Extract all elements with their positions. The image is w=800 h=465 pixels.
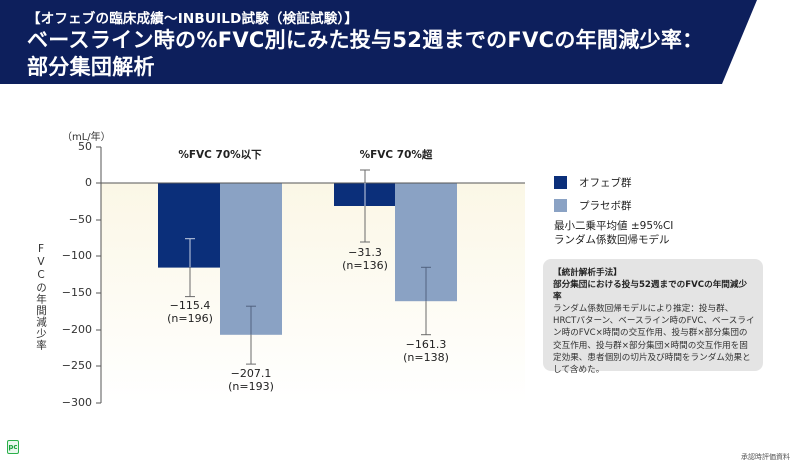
legend-item-nintedanib: オフェブ群 [554, 172, 632, 192]
method-subtitle: 部分集団における投与52週までのFVCの年間減少率 [553, 280, 748, 303]
y-tick-label: 0 [85, 176, 92, 189]
legend-label: オフェブ群 [579, 176, 632, 189]
y-tick-label: 50 [78, 140, 92, 153]
value-text: −115.4 [169, 299, 211, 312]
n-text: (n=193) [228, 380, 274, 393]
y-tick-label: −250 [61, 359, 92, 372]
value-label-placebo-le70: −207.1 (n=193) [216, 367, 286, 393]
group-label-gt70: %FVC 70%超 [359, 149, 433, 161]
method-title: 【統計解析手法】 [553, 268, 622, 278]
value-text: −207.1 [230, 367, 272, 380]
page-title: ベースライン時の%FVC別にみた投与52週までのFVCの年間減少率： 部分集団解… [27, 27, 703, 81]
y-tick-label: −150 [61, 286, 92, 299]
legend-swatch-icon [554, 198, 567, 212]
header-banner [0, 0, 757, 84]
value-label-nintedanib-le70: −115.4 (n=196) [155, 299, 225, 325]
statistical-method-box: 【統計解析手法】 部分集団における投与52週までのFVCの年間減少率 ランダム係… [543, 259, 763, 375]
n-text: (n=136) [342, 259, 388, 272]
stat-note-line-1: 最小二乗平均値 ±95%CI [554, 220, 674, 232]
stat-note-line-2: ランダム係数回帰モデル [554, 234, 670, 246]
y-tick-label: −100 [61, 249, 92, 262]
legend-item-placebo: プラセボ群 [554, 195, 632, 215]
y-axis-label: FVCの年間減少率 [35, 243, 47, 351]
method-body: ランダム係数回帰モデルにより推定：投与群、HRCTパターン、ベースライン時のFV… [553, 304, 755, 375]
y-tick-label: −50 [68, 213, 92, 226]
legend-label: プラセボ群 [579, 199, 632, 212]
value-label-placebo-gt70: −161.3 (n=138) [391, 338, 461, 364]
value-text: −31.3 [348, 246, 382, 259]
value-label-nintedanib-gt70: −31.3 (n=136) [330, 246, 400, 272]
title-line-2: 部分集団解析 [27, 55, 155, 79]
footer-note: 承認時評価資料 [741, 453, 790, 461]
title-line-1: ベースライン時の%FVC別にみた投与52週までのFVCの年間減少率： [27, 28, 704, 52]
y-axis-ticks [96, 146, 101, 404]
header-subtitle: 【オフェブの臨床成績～INBUILD試験（検証試験）】 [27, 11, 359, 27]
y-axis-unit: （mL/年） [62, 132, 111, 143]
value-text: −161.3 [405, 338, 447, 351]
n-text: (n=138) [403, 351, 449, 364]
slide-header: 【オフェブの臨床成績～INBUILD試験（検証試験）】 ベースライン時の%FVC… [0, 0, 800, 84]
n-text: (n=196) [167, 312, 213, 325]
stat-note: 最小二乗平均値 ±95%CI ランダム係数回帰モデル [554, 219, 673, 247]
group-label-le70: %FVC 70%以下 [178, 149, 262, 161]
y-tick-label: −200 [61, 323, 92, 336]
legend-swatch-icon [554, 175, 567, 189]
error-bars [185, 169, 431, 365]
chart-legend: オフェブ群 プラセボ群 [554, 172, 632, 218]
y-tick-label: −300 [61, 396, 92, 409]
pc-logo-icon: pc [7, 440, 19, 454]
bar-nintedanib-le70 [158, 183, 220, 268]
